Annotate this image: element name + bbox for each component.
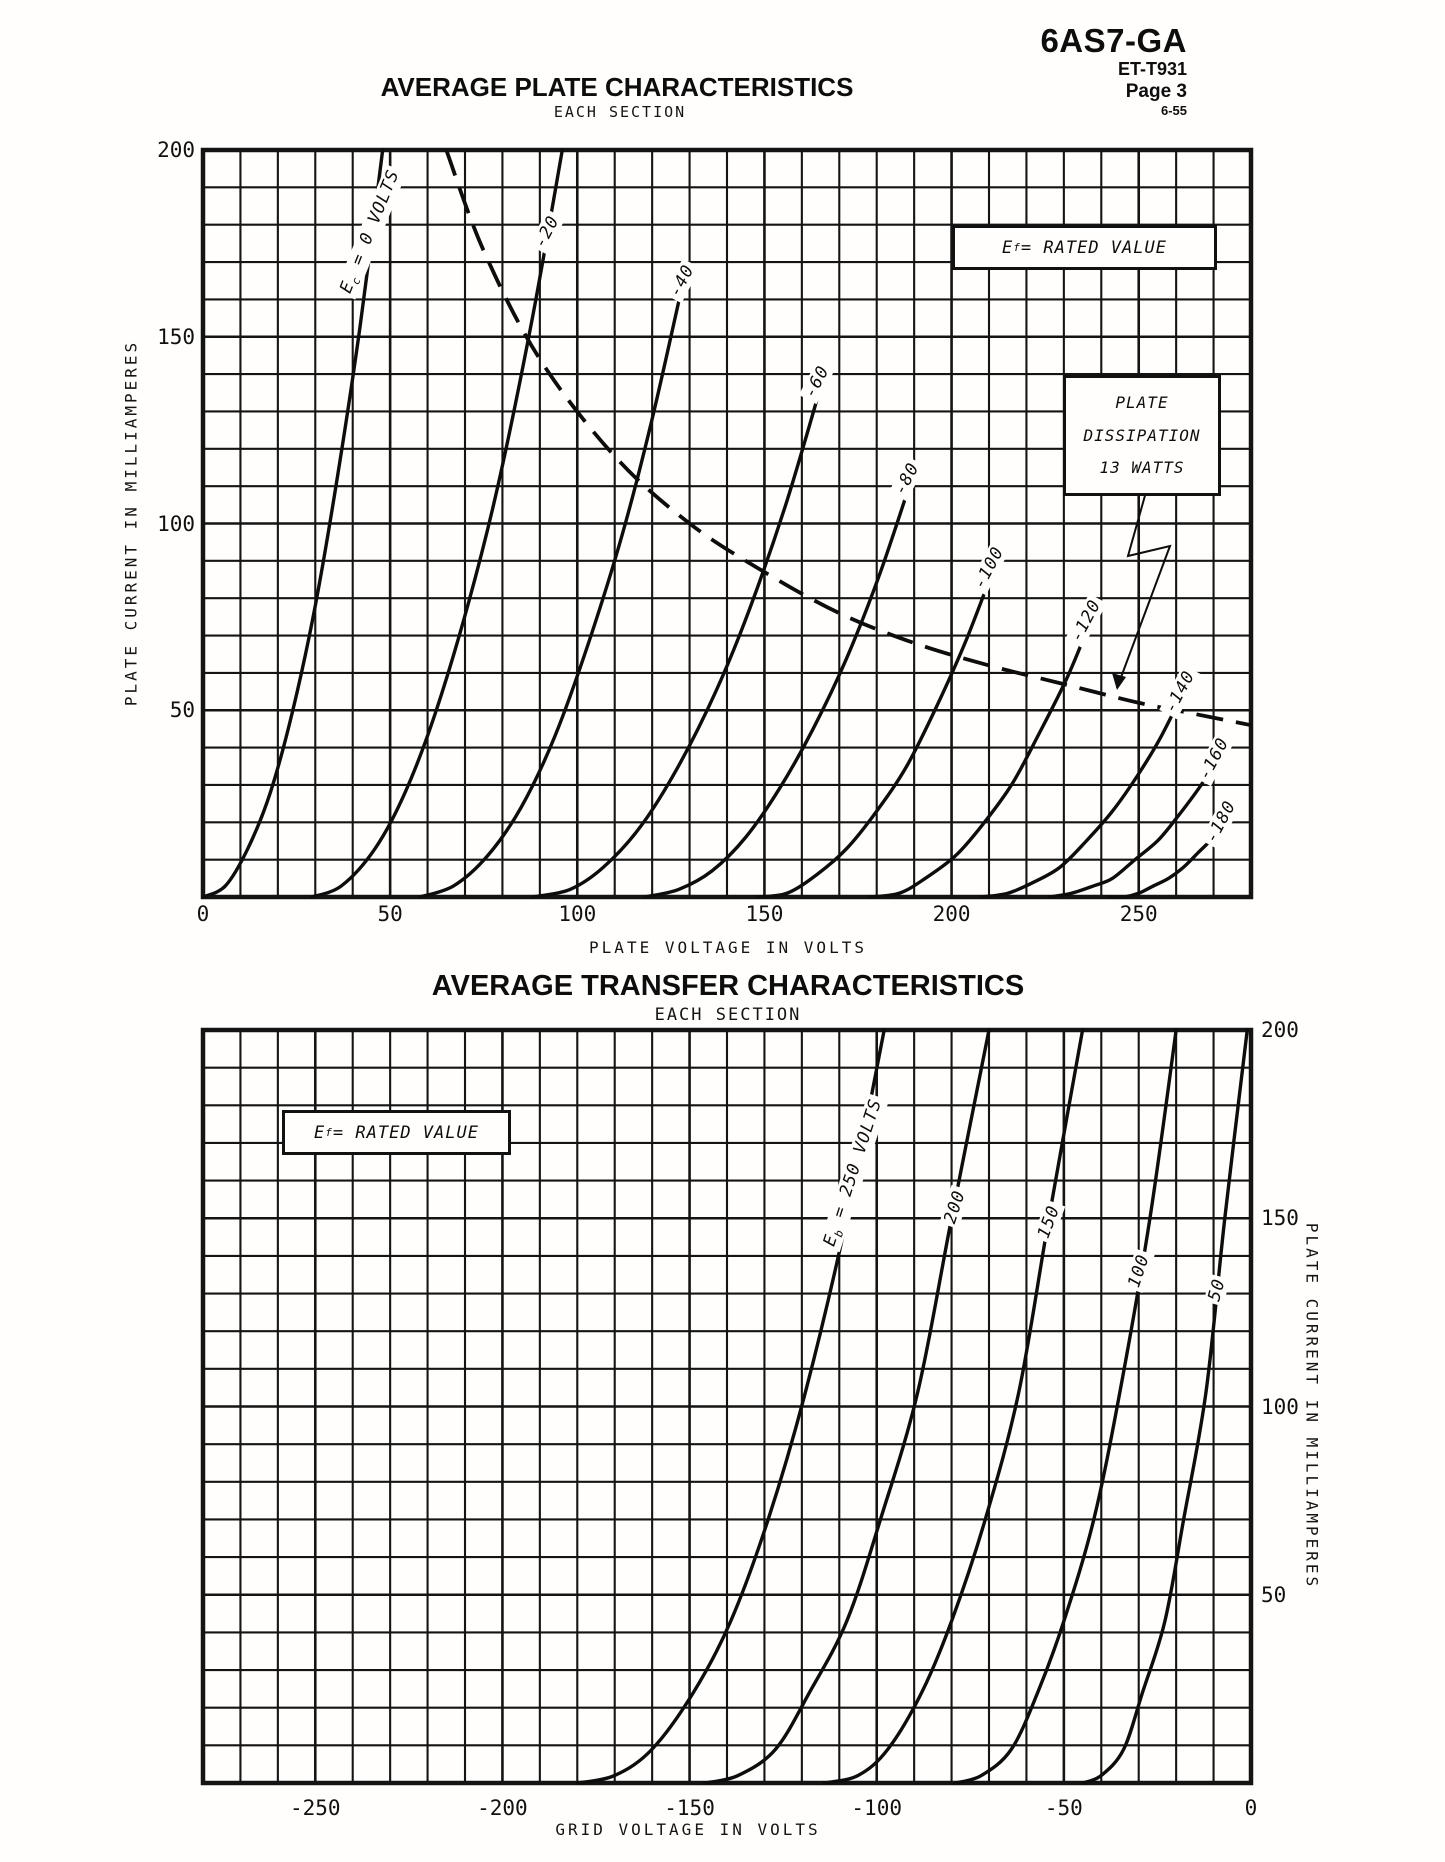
curve-eb-50 xyxy=(1080,1028,1249,1785)
dissipation-pointer-arrowhead xyxy=(1112,673,1126,690)
x-tick-label: -150 xyxy=(664,1796,715,1820)
x-tick-label: -250 xyxy=(289,1796,341,1820)
dissipation-line-3: 13 WATTS xyxy=(1099,458,1185,478)
plot-border xyxy=(200,147,1254,900)
transfer-chart-subtitle: EACH SECTION xyxy=(654,1005,802,1025)
curve-ec-60 xyxy=(530,372,827,899)
ef-text: = RATED VALUE xyxy=(1020,237,1167,258)
curve-ec-0-volts xyxy=(201,148,385,899)
y-tick-label: 50 xyxy=(169,698,195,723)
curve-ec-100 xyxy=(755,559,999,899)
curve-ec-160 xyxy=(1047,753,1223,899)
plate-chart-title: AVERAGE PLATE CHARACTERISTICS xyxy=(380,72,854,102)
x-tick-label: -200 xyxy=(477,1796,528,1820)
y-tick-label: 100 xyxy=(1261,1394,1299,1419)
curve-ec-120 xyxy=(867,611,1096,899)
ef-symbol: E xyxy=(314,1122,326,1143)
transfer-chart-y-axis-title: PLATE CURRENT IN MILLIAMPERES xyxy=(1302,1222,1322,1590)
ef-subscript: f xyxy=(1013,241,1021,254)
y-tick-label: 100 xyxy=(157,511,195,536)
y-tick-label: 150 xyxy=(157,324,195,349)
dissipation-pointer-line xyxy=(1116,491,1172,689)
x-tick-label: 200 xyxy=(932,902,971,926)
curve-ec-140 xyxy=(979,682,1190,899)
y-tick-label: 200 xyxy=(157,138,195,162)
plot-border xyxy=(200,1027,1254,1786)
transfer-chart-x-axis-title: GRID VOLTAGE IN VOLTS xyxy=(555,1820,821,1839)
curve-ec-20 xyxy=(309,148,565,899)
curve-ec-40 xyxy=(418,267,688,899)
x-tick-label: -100 xyxy=(851,1796,902,1820)
plate-chart-subtitle: EACH SECTION xyxy=(553,103,687,121)
x-tick-label: -50 xyxy=(1044,1796,1083,1820)
y-tick-label: 150 xyxy=(1261,1206,1299,1231)
y-tick-label: 50 xyxy=(1261,1582,1287,1607)
plate-dissipation-note: PLATE DISSIPATION 13 WATTS xyxy=(1063,375,1221,496)
page-number: Page 3 xyxy=(1125,81,1187,102)
dissipation-line-1: PLATE xyxy=(1115,392,1169,412)
dissipation-line-2: DISSIPATION xyxy=(1083,425,1201,445)
transfer-chart-title: AVERAGE TRANSFER CHARACTERISTICS xyxy=(431,970,1025,1002)
max-plate-dissipation-curve xyxy=(444,149,1252,728)
curve-ec-80 xyxy=(642,469,916,899)
x-tick-label: 0 xyxy=(1244,1796,1258,1820)
x-tick-label: 150 xyxy=(745,902,784,926)
x-tick-label: 250 xyxy=(1119,902,1158,926)
plate-chart-x-axis-title: PLATE VOLTAGE IN VOLTS xyxy=(589,938,867,957)
issue-date: 6-55 xyxy=(1160,103,1187,118)
x-tick-label: 50 xyxy=(377,902,403,926)
x-tick-label: 100 xyxy=(558,902,597,926)
plate-chart-y-axis-title: PLATE CURRENT IN MILLIAMPERES xyxy=(121,339,141,707)
ef-text: = RATED VALUE xyxy=(332,1122,479,1143)
document-number: ET-T931 xyxy=(1117,59,1187,79)
tube-model: 6AS7-GA xyxy=(1040,22,1187,59)
y-tick-label: 200 xyxy=(1261,1018,1299,1042)
ef-subscript: f xyxy=(325,1126,333,1139)
x-tick-label: 0 xyxy=(196,902,210,926)
curve-eb-100 xyxy=(953,1028,1178,1785)
ef-symbol: E xyxy=(1002,237,1014,258)
